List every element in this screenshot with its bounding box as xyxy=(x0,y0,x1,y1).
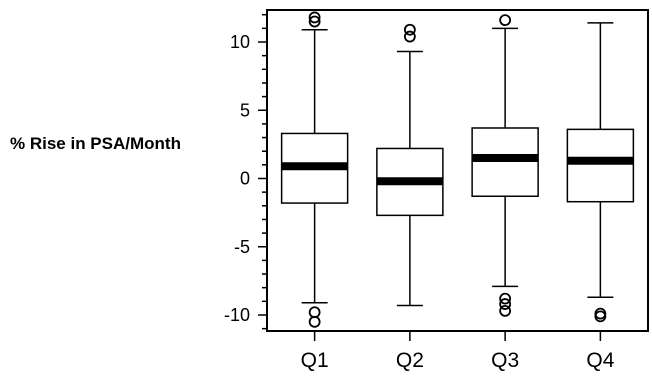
outlier-point xyxy=(499,305,512,317)
outlier-point xyxy=(499,298,512,310)
outlier-point xyxy=(308,315,321,328)
x-tick-label: Q4 xyxy=(586,349,614,372)
x-tick-label: Q3 xyxy=(491,349,519,372)
y-tick-label: -10 xyxy=(224,305,250,325)
box-iqr xyxy=(566,128,635,203)
y-tick-label: 10 xyxy=(230,32,250,52)
plot-frame xyxy=(266,9,649,332)
box-iqr xyxy=(471,127,539,197)
outlier-point xyxy=(499,14,512,27)
x-tick-label: Q2 xyxy=(396,349,424,372)
y-tick-label: 5 xyxy=(240,100,250,120)
y-axis-label: % Rise in PSA/Month xyxy=(10,134,181,153)
y-tick-label: -5 xyxy=(234,237,250,257)
outlier-point xyxy=(308,306,321,319)
outlier-point xyxy=(594,310,607,323)
outlier-point xyxy=(308,15,321,28)
outlier-point xyxy=(403,30,416,43)
outlier-point xyxy=(403,23,416,36)
outlier-point xyxy=(308,11,321,24)
y-tick-label: 0 xyxy=(240,169,250,189)
outlier-point xyxy=(499,292,512,305)
x-tick-label: Q1 xyxy=(301,349,329,372)
